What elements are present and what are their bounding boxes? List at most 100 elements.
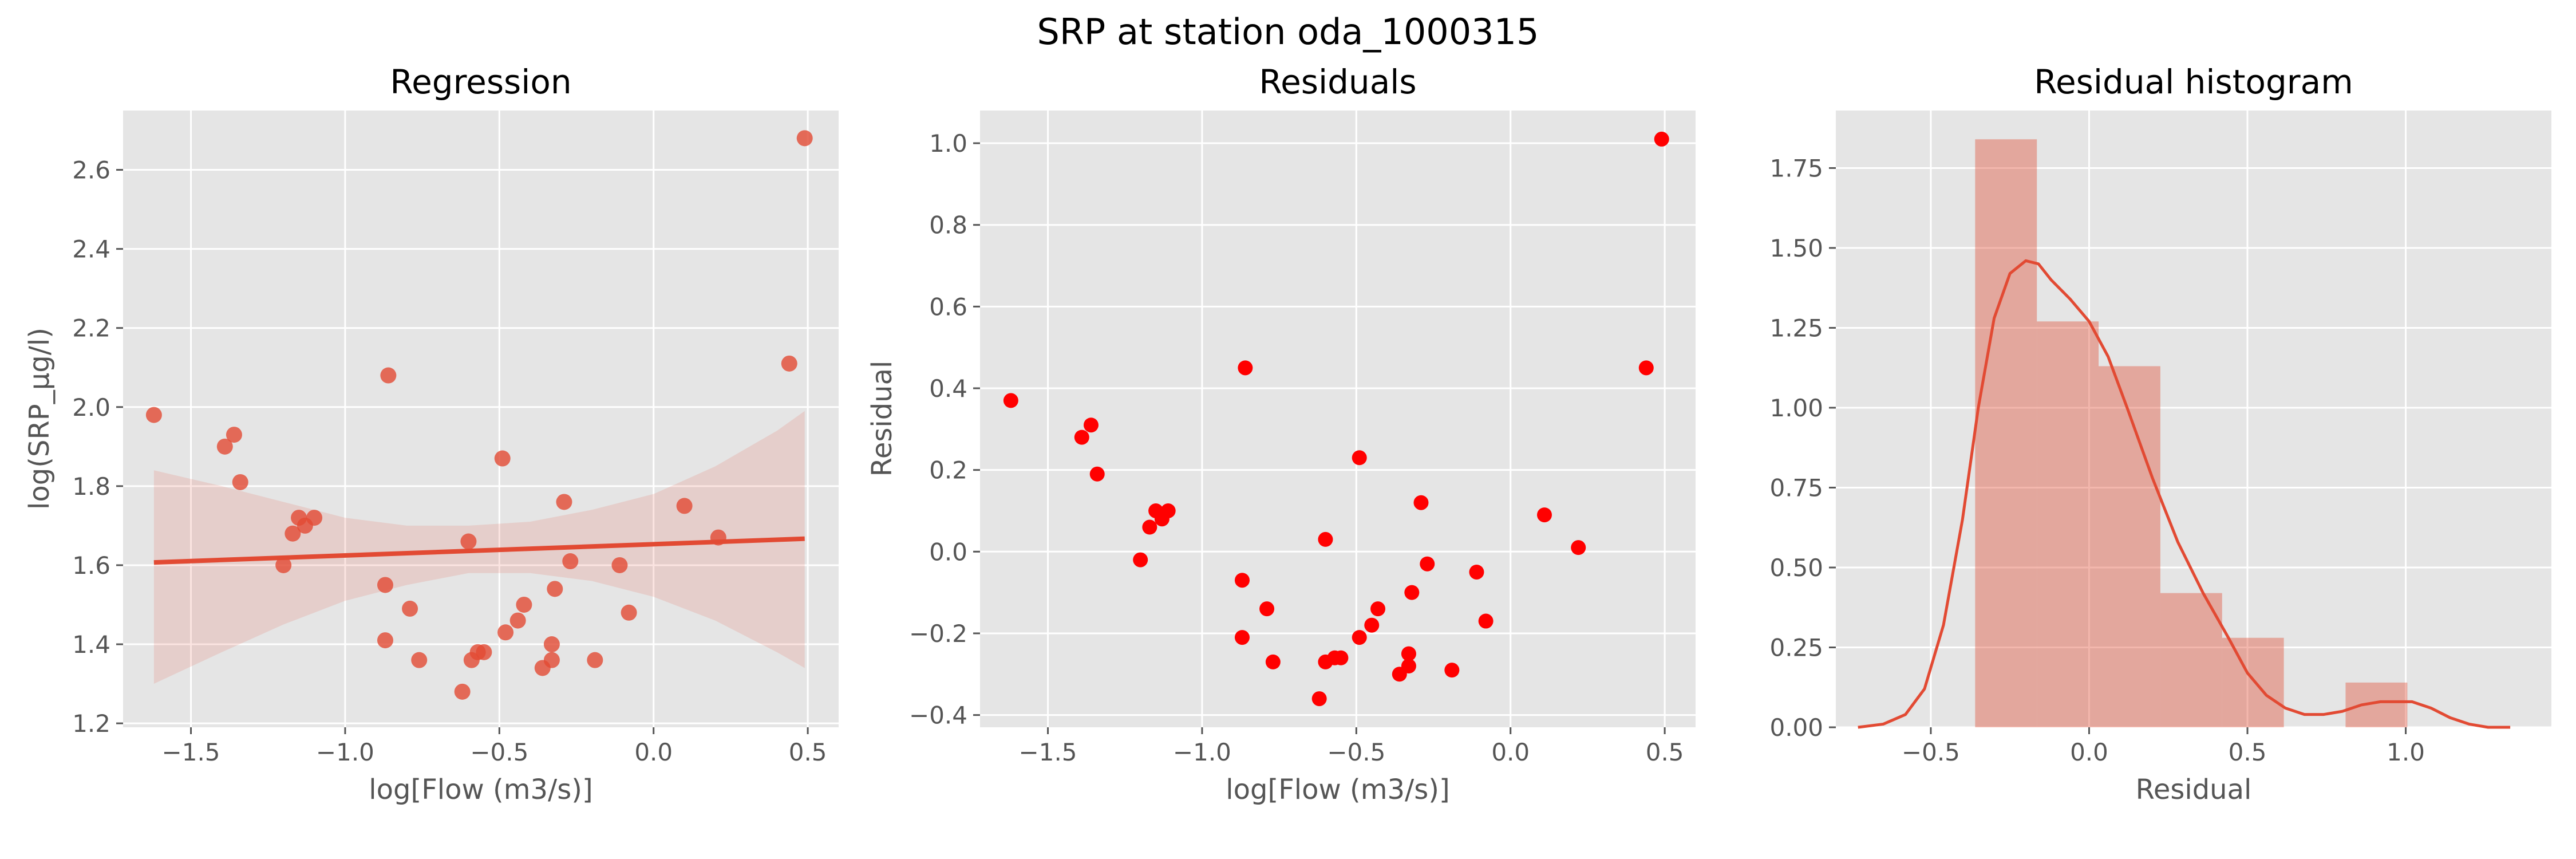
residuals-xtick-label: −0.5: [1327, 738, 1385, 766]
residuals-point: [1234, 630, 1250, 645]
regression-ytick-label: 2.0: [72, 393, 110, 421]
residuals-ytick-label: 0.2: [929, 456, 967, 484]
regression-point: [145, 407, 162, 423]
regression-point: [275, 557, 292, 573]
histogram-ytick-label: 0.25: [1769, 633, 1823, 661]
histogram-bar-3: [2160, 593, 2222, 727]
residuals-point: [1142, 519, 1157, 535]
residuals-point: [1311, 691, 1327, 707]
histogram-bar-4: [2222, 637, 2284, 727]
histogram-plot-area: [1836, 111, 2551, 727]
residuals-subplot: Residuals −1.5 −1.0 −0.5 0.0 0.5 −0.4 −0.2 0.0 0…: [866, 62, 1696, 806]
residuals-plot-content: −1.5 −1.0 −0.5 0.0 0.5 −0.4 −0.2 0.0 0.2 0.4 0.6 0.…: [909, 111, 1696, 766]
regression-point: [377, 577, 393, 593]
regression-ytick-label: 2.4: [72, 235, 110, 263]
regression-point: [494, 450, 511, 467]
regression-point: [402, 600, 418, 617]
residuals-point: [1160, 503, 1176, 518]
regression-point: [562, 553, 579, 570]
residuals-xtick-label: −1.5: [1019, 738, 1077, 766]
regression-subplot: Regression −1.5 −1.0 −0.5 0.0 0.5 1.2 1.4 1.6 1.…: [23, 62, 839, 806]
histogram-subplot: Residual histogram −0.5 0.0 0.5 1.0 0.00 0.25…: [1769, 62, 2551, 806]
regression-point: [285, 525, 301, 542]
regression-point: [460, 533, 477, 550]
residuals-point: [1238, 360, 1253, 376]
residuals-point: [1469, 564, 1484, 580]
residuals-point: [1401, 646, 1416, 661]
regression-xlabel: log[Flow (m3/s)]: [369, 774, 592, 806]
histogram-xtick-label: 0.5: [2229, 738, 2267, 766]
regression-point: [380, 367, 397, 384]
histogram-title: Residual histogram: [2034, 62, 2353, 101]
histogram-xtick-label: −0.5: [1902, 738, 1960, 766]
residuals-ylabel: Residual: [866, 361, 898, 477]
regression-plot-content: −1.5 −1.0 −0.5 0.0 0.5 1.2 1.4 1.6 1.8 2.0 2.2 2.4 2…: [72, 111, 839, 766]
regression-point: [543, 636, 560, 653]
residuals-point: [1370, 601, 1386, 617]
residuals-point: [1444, 663, 1460, 678]
regression-xtick-label: −1.0: [316, 738, 374, 766]
residuals-point: [1638, 360, 1654, 376]
regression-ytick-label: 2.2: [72, 314, 110, 342]
residuals-point: [1089, 466, 1105, 482]
regression-point: [216, 438, 233, 455]
histogram-ytick-label: 0.00: [1769, 714, 1823, 742]
histogram-bar-1: [2037, 321, 2099, 727]
regression-point: [781, 355, 797, 372]
regression-point: [306, 510, 323, 526]
residuals-point: [1234, 573, 1250, 588]
histogram-xtick-label: 1.0: [2387, 738, 2425, 766]
histogram-ytick-label: 0.75: [1769, 474, 1823, 502]
residuals-xtick-label: −1.0: [1173, 738, 1231, 766]
regression-point: [543, 652, 560, 668]
regression-ylabel: log(SRP_µg/l): [23, 328, 56, 510]
residuals-point: [1364, 617, 1380, 633]
residuals-point: [1003, 393, 1018, 408]
residuals-title: Residuals: [1259, 62, 1416, 101]
histogram-bar-0: [1975, 139, 2037, 728]
histogram-plot-content: −0.5 0.0 0.5 1.0 0.00 0.25 0.50 0.75 1.00 1.25 1.5…: [1769, 111, 2551, 766]
residuals-point: [1352, 450, 1367, 466]
regression-xtick-label: 0.0: [634, 738, 673, 766]
regression-point: [587, 652, 603, 668]
regression-point: [226, 427, 242, 443]
residuals-point: [1401, 659, 1416, 674]
regression-point: [411, 652, 428, 668]
regression-ytick-label: 1.6: [72, 551, 110, 580]
residuals-point: [1654, 131, 1669, 147]
residuals-point: [1413, 495, 1429, 510]
regression-point: [556, 494, 572, 510]
residuals-point: [1352, 630, 1367, 645]
residuals-ytick-label: 0.8: [929, 211, 967, 239]
regression-point: [454, 683, 471, 700]
regression-ytick-label: 1.4: [72, 631, 110, 659]
residuals-point: [1478, 613, 1494, 629]
regression-ytick-label: 1.8: [72, 472, 110, 501]
residuals-ytick-label: −0.2: [909, 620, 967, 648]
histogram-bar-6: [2345, 682, 2408, 727]
histogram-ytick-label: 1.25: [1769, 314, 1823, 342]
residuals-xlabel: log[Flow (m3/s)]: [1226, 774, 1449, 806]
regression-point: [497, 624, 514, 641]
regression-ytick-label: 2.6: [72, 156, 110, 184]
regression-point: [547, 581, 563, 597]
histogram-ytick-label: 1.00: [1769, 394, 1823, 422]
residuals-xtick-label: 0.5: [1646, 738, 1684, 766]
residuals-ytick-label: 0.0: [929, 538, 967, 566]
regression-point: [676, 498, 693, 514]
histogram-ytick-label: 0.50: [1769, 554, 1823, 582]
regression-title: Regression: [390, 62, 571, 101]
histogram-ytick-label: 1.75: [1769, 154, 1823, 182]
regression-xtick-label: 0.5: [789, 738, 827, 766]
regression-point: [232, 474, 248, 490]
regression-point: [476, 644, 492, 660]
regression-plot-area: [123, 111, 839, 727]
regression-fit-line: [153, 536, 805, 565]
residuals-ytick-label: 0.6: [929, 293, 967, 321]
residuals-point: [1259, 601, 1275, 617]
residuals-ytick-label: 1.0: [929, 129, 967, 157]
regression-point: [611, 557, 628, 573]
histogram-xtick-label: 0.0: [2070, 738, 2108, 766]
residuals-point: [1333, 650, 1349, 665]
residuals-point: [1536, 507, 1552, 523]
